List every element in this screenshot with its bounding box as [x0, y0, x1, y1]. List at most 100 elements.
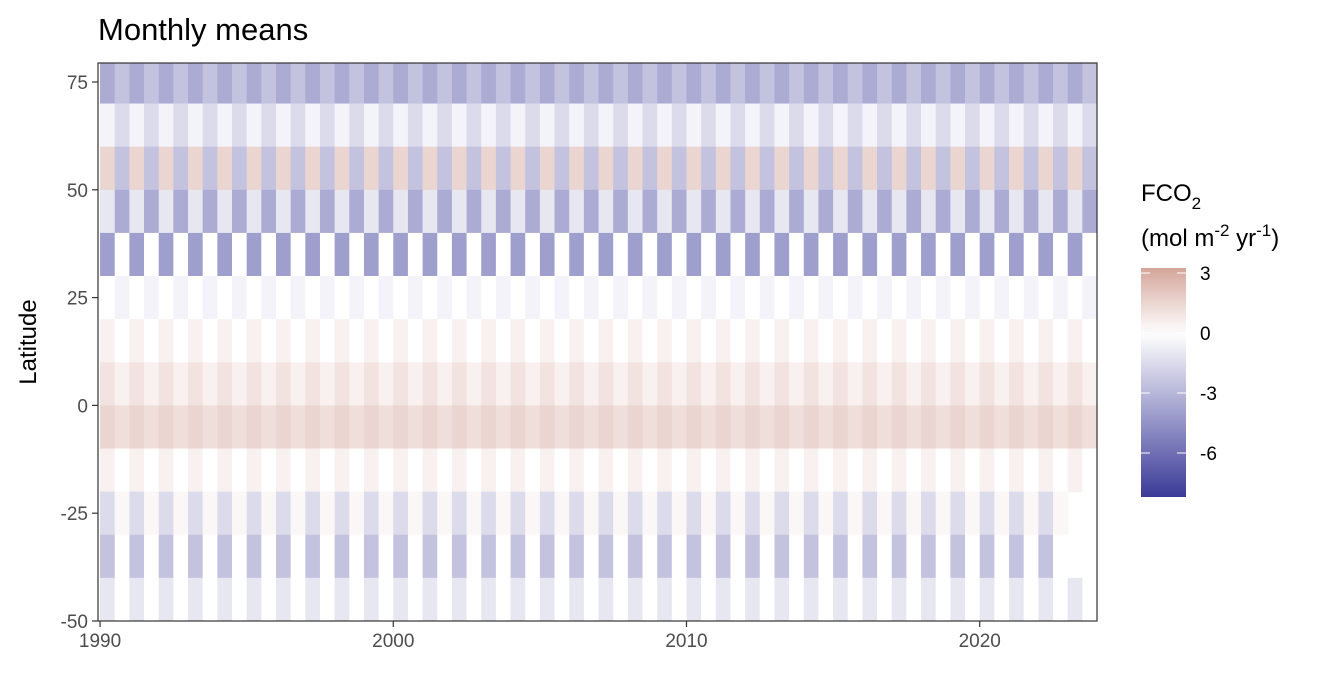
- heatmap-cell: [642, 232, 658, 277]
- heatmap-cell: [422, 319, 438, 363]
- heatmap-cell: [173, 362, 189, 406]
- heatmap-cell: [144, 63, 160, 105]
- heatmap-cell: [290, 189, 306, 234]
- heatmap-cell: [1023, 146, 1039, 191]
- heatmap-cell: [642, 189, 658, 234]
- heatmap-cell: [349, 448, 365, 493]
- heatmap-cell: [994, 189, 1010, 234]
- heatmap-cell: [627, 362, 644, 406]
- x-tick-label: 2000: [372, 631, 414, 652]
- heatmap-cell: [275, 448, 292, 493]
- heatmap-cell: [569, 362, 585, 406]
- heatmap-cell: [246, 577, 262, 621]
- heatmap-cell: [1023, 448, 1039, 493]
- heatmap-cell: [686, 362, 702, 406]
- heatmap-cell: [950, 146, 966, 191]
- heatmap-cell: [598, 319, 614, 363]
- heatmap-cell: [393, 491, 409, 536]
- heatmap-cell: [495, 534, 512, 579]
- heatmap-cell: [173, 491, 189, 536]
- heatmap-cell: [847, 146, 864, 191]
- heatmap-cell: [730, 232, 746, 277]
- heatmap-cell: [671, 146, 688, 191]
- heatmap-cell: [217, 577, 233, 621]
- heatmap-cell: [1082, 146, 1097, 191]
- heatmap-cell: [378, 276, 394, 320]
- heatmap-cell: [759, 577, 776, 621]
- heatmap-cell: [1038, 362, 1054, 406]
- heatmap-cell: [451, 276, 468, 320]
- heatmap-cell: [935, 362, 951, 406]
- heatmap-cell: [525, 232, 541, 277]
- heatmap-cell: [906, 319, 922, 363]
- heatmap-cell: [715, 362, 732, 406]
- heatmap-cell: [1009, 405, 1025, 450]
- heatmap-cell: [994, 63, 1010, 105]
- heatmap-cell: [144, 534, 160, 579]
- heatmap-cell: [114, 362, 130, 406]
- heatmap-cell: [994, 448, 1010, 493]
- heatmap-cell: [290, 319, 306, 363]
- y-tick-label: 75: [67, 73, 88, 94]
- heatmap-cell: [759, 362, 776, 406]
- heatmap-cell: [319, 63, 336, 105]
- heatmap-cell: [891, 146, 908, 191]
- heatmap-cell: [598, 189, 614, 234]
- heatmap-cell: [774, 362, 790, 406]
- heatmap-cell: [569, 405, 585, 450]
- y-axis-label: Latitude: [15, 299, 42, 384]
- legend-title: FCO2: [1141, 180, 1201, 213]
- heatmap-cell: [789, 577, 805, 621]
- heatmap-cell: [554, 63, 570, 105]
- heatmap-cell: [877, 146, 893, 191]
- heatmap-cell: [891, 405, 908, 450]
- heatmap-cell: [407, 232, 424, 277]
- heatmap-cell: [657, 362, 673, 406]
- heatmap-cell: [275, 63, 292, 105]
- heatmap-cell: [686, 103, 702, 148]
- heatmap-cell: [789, 146, 805, 191]
- heatmap-cell: [188, 276, 204, 320]
- heatmap-cell: [965, 491, 981, 536]
- heatmap-cell: [1009, 319, 1025, 363]
- heatmap-cell: [935, 534, 951, 579]
- heatmap-cell: [1082, 405, 1097, 450]
- heatmap-cell: [583, 448, 600, 493]
- heatmap-cell: [525, 448, 541, 493]
- heatmap-cell: [657, 103, 673, 148]
- heatmap-cell: [525, 491, 541, 536]
- heatmap-cell: [129, 146, 145, 191]
- heatmap-cell: [686, 405, 702, 450]
- heatmap-cell: [950, 63, 966, 105]
- heatmap-cell: [1067, 577, 1083, 621]
- heatmap-cell: [349, 189, 365, 234]
- heatmap-cell: [613, 448, 629, 493]
- heatmap-cell: [921, 232, 937, 277]
- heatmap-cell: [657, 189, 673, 234]
- heatmap-cell: [862, 319, 878, 363]
- heatmap-cell: [1067, 146, 1083, 191]
- heatmap-cell: [1082, 232, 1097, 277]
- heatmap-cell: [275, 319, 292, 363]
- heatmap-cell: [495, 448, 512, 493]
- heatmap-cell: [950, 362, 966, 406]
- heatmap-cell: [466, 276, 482, 320]
- heatmap-cell: [525, 534, 541, 579]
- heatmap-cell: [363, 405, 380, 450]
- heatmap-cell: [715, 491, 732, 536]
- heatmap-cell: [803, 448, 820, 493]
- heatmap-cell: [847, 189, 864, 234]
- heatmap-cell: [935, 232, 951, 277]
- heatmap-cell: [1038, 319, 1054, 363]
- heatmap-cell: [759, 103, 776, 148]
- heatmap-cell: [745, 491, 761, 536]
- heatmap-cell: [217, 405, 233, 450]
- heatmap-cell: [451, 405, 468, 450]
- heatmap-cell: [305, 405, 321, 450]
- heatmap-cell: [598, 63, 614, 105]
- heatmap-cell: [129, 63, 145, 105]
- heatmap-cell: [862, 189, 878, 234]
- heatmap-cell: [818, 189, 834, 234]
- heatmap-cell: [246, 405, 262, 450]
